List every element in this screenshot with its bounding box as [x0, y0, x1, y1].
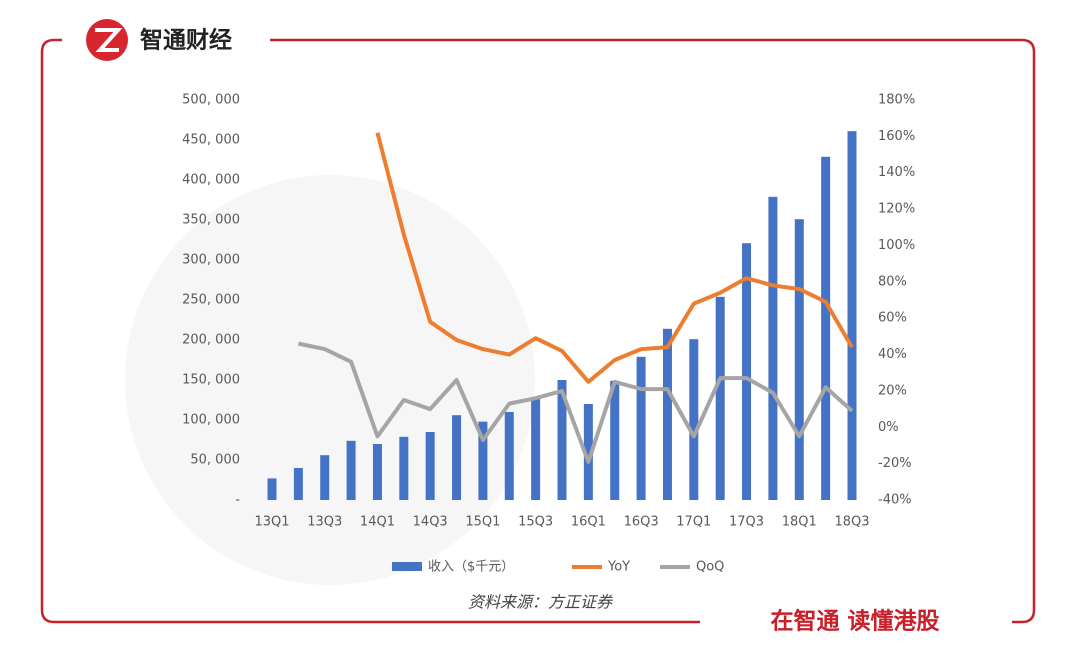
y2-tick-label: 80% [878, 274, 907, 289]
legend-label: 收入（$千元） [428, 560, 514, 575]
y2-tick-label: 60% [878, 311, 907, 326]
bar [689, 339, 699, 500]
y-tick-label: 300, 000 [182, 253, 240, 268]
x-tick-label: 16Q1 [571, 515, 606, 530]
y2-tick-label: -20% [878, 456, 912, 471]
bar [372, 444, 382, 500]
slogan: 在智通 读懂港股 [770, 608, 939, 635]
source: 资料来源：方正证券 [468, 593, 614, 612]
bar [399, 436, 409, 500]
x-tick-label: 18Q1 [782, 515, 817, 530]
x-tick-label: 14Q1 [360, 515, 395, 530]
y-tick-label: 450, 000 [182, 133, 240, 148]
bar [583, 404, 593, 500]
y-tick-label: - [235, 493, 240, 508]
bar [610, 380, 620, 500]
bar [452, 415, 462, 500]
bar [847, 131, 857, 500]
bar [636, 356, 646, 500]
bar [504, 412, 514, 500]
bar [662, 328, 672, 500]
bar [478, 421, 488, 500]
y-tick-label: 150, 000 [182, 373, 240, 388]
legend-label: YoY [607, 560, 630, 575]
y2-tick-label: 160% [878, 129, 915, 144]
y2-tick-label: 140% [878, 165, 915, 180]
x-tick-label: 17Q3 [729, 515, 764, 530]
bar [821, 156, 831, 501]
frame [40, 38, 1036, 624]
y-tick-label: 350, 000 [182, 213, 240, 228]
y-tick-label: 50, 000 [190, 453, 240, 468]
y-tick-label: 200, 000 [182, 333, 240, 348]
legend-label: QoQ [696, 560, 724, 575]
x-tick-label: 14Q3 [413, 515, 448, 530]
bar [794, 219, 804, 500]
y2-tick-label: -40% [878, 493, 912, 508]
line [297, 341, 854, 464]
bar [557, 380, 567, 500]
bar [267, 478, 277, 500]
logo-mark [95, 28, 123, 52]
x-tick-label: 17Q1 [676, 515, 711, 530]
y2-tick-label: 180% [878, 93, 915, 108]
bar [346, 440, 356, 500]
bar [531, 397, 541, 500]
x-tick-label: 18Q3 [834, 515, 869, 530]
bar [425, 432, 435, 500]
y-tick-label: 400, 000 [182, 173, 240, 188]
bar [715, 296, 725, 500]
bar [768, 196, 778, 501]
x-tick-label: 15Q3 [518, 515, 553, 530]
y2-tick-label: 120% [878, 202, 915, 217]
bar [293, 468, 303, 500]
x-tick-label: 13Q3 [307, 515, 342, 530]
y2-tick-label: 20% [878, 383, 907, 398]
line [375, 132, 854, 384]
y2-tick-label: 0% [878, 420, 899, 435]
y2-tick-label: 100% [878, 238, 915, 253]
brand: 智通财经 [140, 27, 232, 54]
bar [320, 455, 330, 500]
x-tick-label: 15Q1 [465, 515, 500, 530]
x-tick-label: 16Q3 [624, 515, 659, 530]
y-tick-label: 250, 000 [182, 293, 240, 308]
y-tick-label: 500, 000 [182, 93, 240, 108]
y2-tick-label: 40% [878, 347, 907, 362]
x-tick-label: 13Q1 [254, 515, 289, 530]
bar [742, 243, 752, 500]
legend-swatch [392, 562, 422, 571]
y-tick-label: 100, 000 [182, 413, 240, 428]
